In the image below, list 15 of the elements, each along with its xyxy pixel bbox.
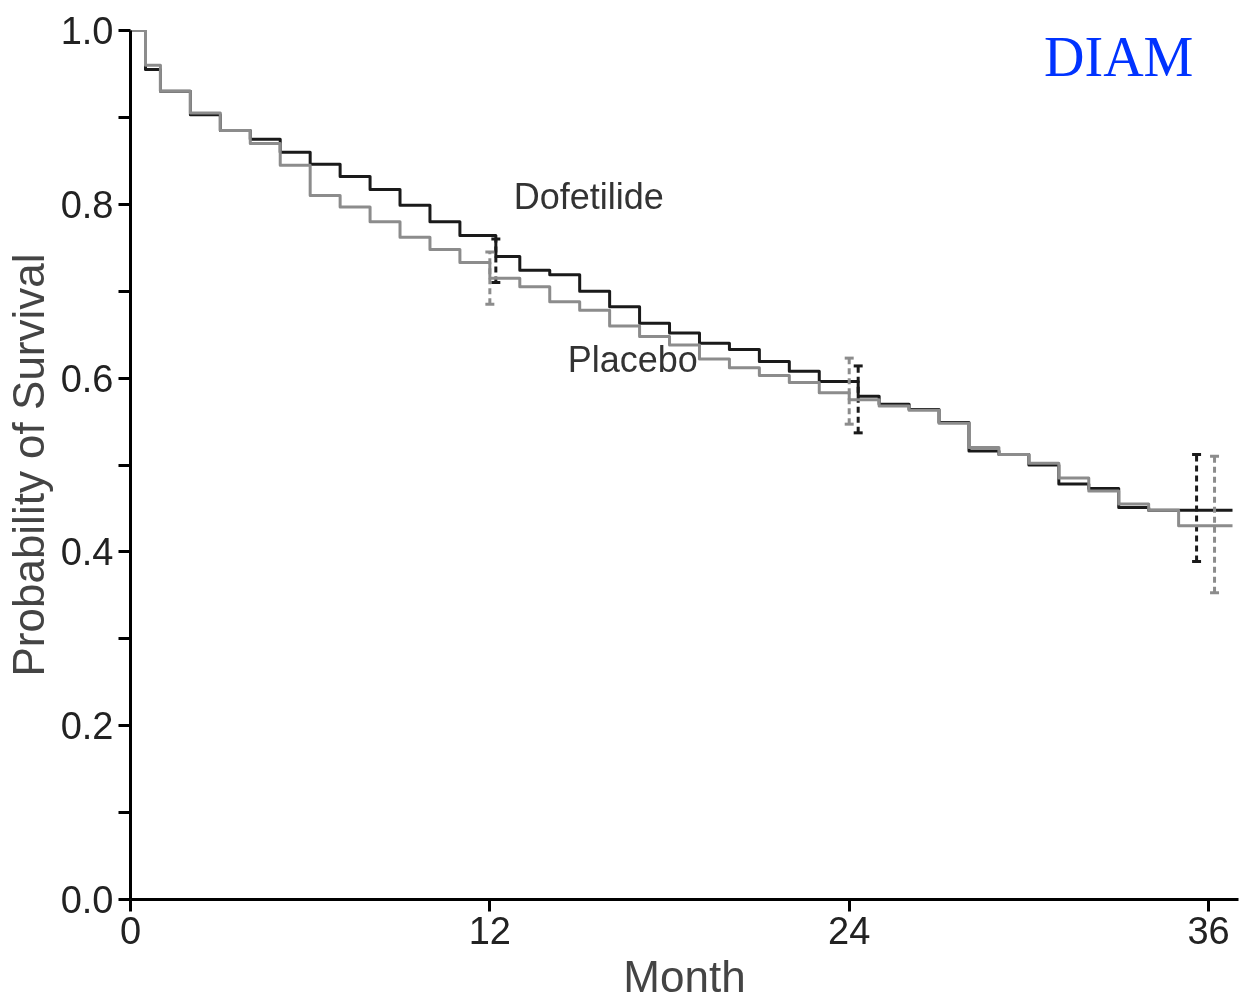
y-tick-label: 1.0 [60,10,114,52]
x-tick-label: 0 [119,909,142,952]
y-tick-label: 0.6 [60,357,114,400]
x-axis-title: Month [623,951,746,1001]
series-label: Dofetilide [513,176,664,218]
x-tick-label: 12 [468,909,511,952]
y-tick-label: 0.4 [60,531,114,574]
x-tick-label: 24 [828,909,871,952]
y-axis-title: Probability of Survival [3,253,53,677]
y-tick-label: 0.2 [60,705,114,748]
y-tick-label: 0.0 [60,879,114,921]
y-tick-label: 0.8 [60,183,114,226]
series-label: Placebo [567,338,698,380]
annotation: DIAM [1044,25,1194,88]
x-tick-label: 36 [1187,909,1230,952]
